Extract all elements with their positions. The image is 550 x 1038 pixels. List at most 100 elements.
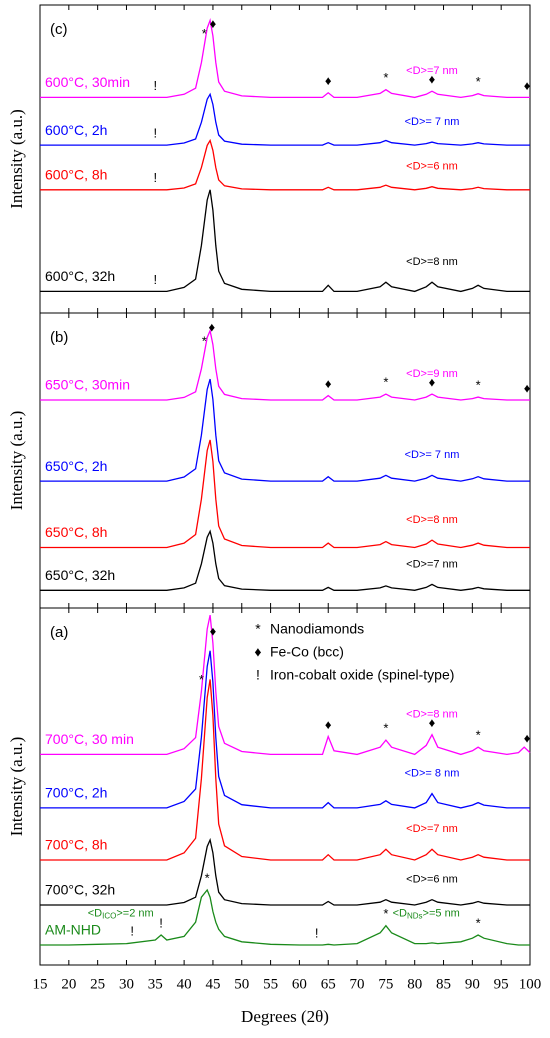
peak-marker: ♦ (325, 717, 332, 732)
peak-marker: ! (130, 923, 134, 938)
peak-marker: * (476, 728, 481, 743)
series-line (40, 529, 530, 591)
x-tick-label: 15 (33, 976, 48, 992)
peak-marker: ♦ (208, 319, 215, 334)
peak-marker: * (202, 334, 207, 349)
legend-label: Nanodiamonds (270, 621, 364, 637)
size-label: <D>=6 nm (406, 161, 458, 173)
size-label: <D>=9 nm (406, 368, 458, 380)
peak-marker: * (383, 70, 388, 85)
peak-marker: * (202, 26, 207, 41)
series-line (40, 92, 530, 146)
peak-marker: * (383, 721, 388, 736)
series-line (40, 888, 530, 946)
peak-marker: ♦ (210, 16, 217, 31)
peak-marker: ♦ (524, 78, 531, 93)
x-tick-label: 100 (519, 976, 542, 992)
series-line (40, 138, 530, 191)
sub-label-sub: NDs (407, 912, 423, 921)
legend-symbol: ! (256, 667, 260, 683)
panel-label: (c) (50, 21, 68, 38)
peak-marker: * (383, 906, 388, 921)
series-label: 600°C, 30min (45, 74, 130, 90)
x-tick-label: 25 (90, 976, 105, 992)
peak-marker: ! (153, 126, 157, 141)
y-axis-label: Intensity (a.u.) (7, 411, 26, 511)
series-label: 600°C, 8h (45, 167, 107, 183)
sub-label-pre: <D (88, 908, 102, 920)
size-label: <D>=8 nm (406, 256, 458, 268)
peak-marker: ♦ (325, 376, 332, 391)
series-line (40, 328, 530, 401)
legend-label: Fe-Co (bcc) (270, 644, 344, 660)
peak-marker: ! (153, 272, 157, 287)
x-tick-label: 35 (148, 976, 163, 992)
peak-marker: * (476, 915, 481, 930)
legend-label: Iron-cobalt oxide (spinel-type) (270, 667, 454, 683)
size-label: <D>= 7 nm (405, 116, 460, 128)
x-tick-label: 20 (61, 976, 76, 992)
series-label: 650°C, 8h (45, 524, 107, 540)
x-tick-label: 55 (263, 976, 278, 992)
peak-marker: ! (315, 925, 319, 940)
series-line (40, 378, 530, 482)
peak-marker: ! (159, 915, 163, 930)
peak-marker: ! (153, 170, 157, 185)
x-tick-label: 50 (234, 976, 249, 992)
series-line (40, 189, 530, 293)
y-axis-label: Intensity (a.u.) (7, 109, 26, 209)
panel-frame (39, 607, 531, 966)
x-tick-label: 60 (292, 976, 307, 992)
series-line (40, 837, 530, 906)
x-tick-label: 40 (177, 976, 192, 992)
sub-label: <DICO>=2 nm (88, 908, 154, 921)
peak-marker: ♦ (524, 730, 531, 745)
sub-label-sub: ICO (102, 912, 116, 921)
y-axis-label: Intensity (a.u.) (7, 737, 26, 837)
x-tick-label: 45 (205, 976, 220, 992)
series-line (40, 679, 530, 861)
size-label: <D>=7 nm (406, 65, 458, 77)
size-label: <D>=6 nm (406, 874, 458, 886)
sub-label-post: >=5 nm (423, 907, 460, 919)
legend-symbol: ♦ (254, 644, 261, 660)
series-label: 700°C, 30 min (45, 731, 134, 747)
peak-marker: ♦ (429, 72, 436, 87)
x-tick-label: 80 (407, 976, 422, 992)
x-tick-label: 65 (321, 976, 336, 992)
series-line (40, 439, 530, 549)
size-label: <D>=7 nm (406, 823, 458, 835)
legend-symbol: * (255, 621, 261, 637)
series-label: 700°C, 32h (45, 882, 115, 898)
x-tick-label: 30 (119, 976, 134, 992)
peak-marker: ! (153, 78, 157, 93)
peak-marker: * (383, 375, 388, 390)
sub-label-post: >=2 nm (116, 908, 153, 920)
peak-marker: ♦ (429, 715, 436, 730)
peak-marker: * (476, 74, 481, 89)
x-tick-label: 90 (465, 976, 480, 992)
series-label: 650°C, 32h (45, 567, 115, 583)
size-label: <D>=7 nm (406, 558, 458, 570)
x-tick-label: 75 (378, 976, 393, 992)
peak-marker: * (199, 672, 204, 687)
peak-marker: * (205, 870, 210, 885)
x-tick-label: 85 (436, 976, 451, 992)
sub-label: <DNDs>=5 nm (393, 907, 460, 920)
x-axis-label: Degrees (2θ) (241, 1007, 329, 1026)
series-line (40, 17, 530, 99)
peak-marker: ♦ (524, 380, 531, 395)
size-label: <D>=8 nm (406, 514, 458, 526)
series-label: AM-NHD (45, 922, 101, 938)
x-tick-label: 70 (350, 976, 365, 992)
series-line (40, 614, 531, 756)
peak-marker: ♦ (429, 375, 436, 390)
size-label: <D>= 7 nm (405, 449, 460, 461)
size-label: <D>= 8 nm (405, 768, 460, 780)
size-label: <D>=8 nm (406, 709, 458, 721)
peak-marker: ♦ (210, 623, 217, 638)
series-line (40, 650, 530, 809)
series-label: 700°C, 8h (45, 837, 107, 853)
series-label: 700°C, 2h (45, 785, 107, 801)
